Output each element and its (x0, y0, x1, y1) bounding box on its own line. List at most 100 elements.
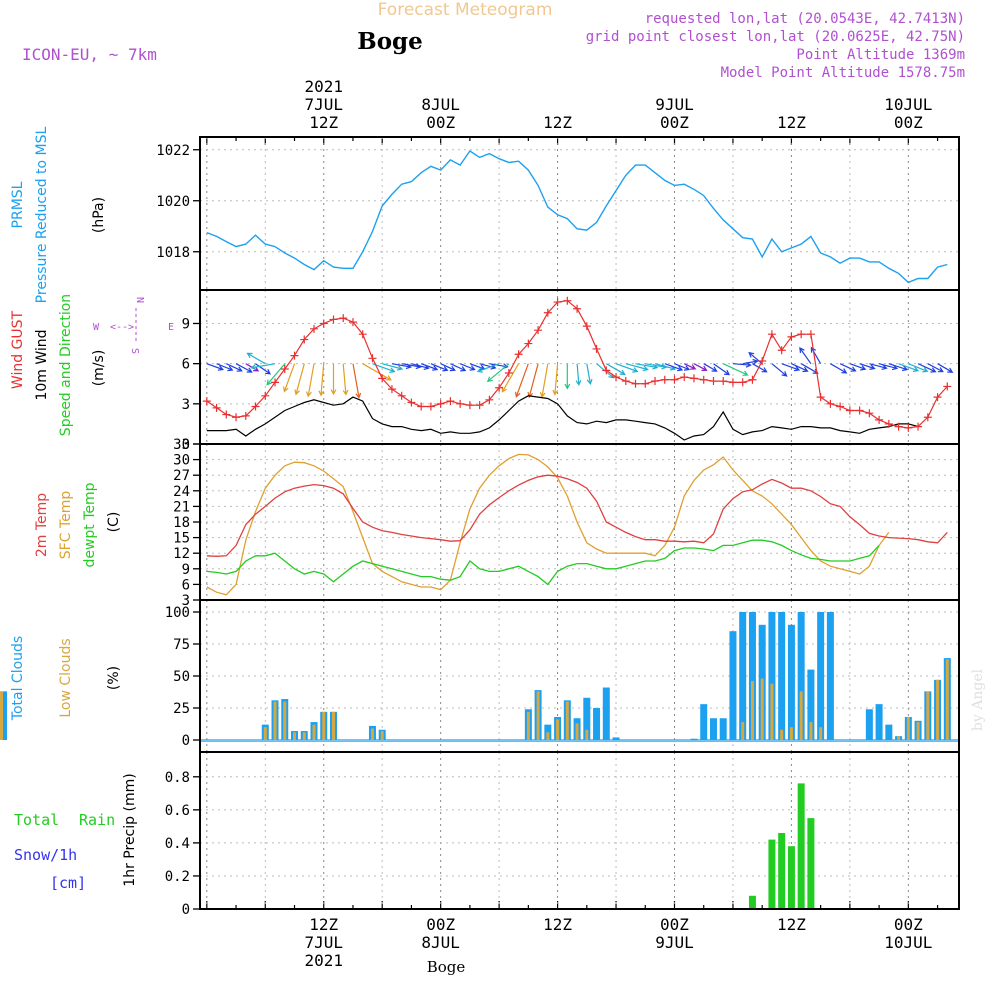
low-cloud-bar (0, 691, 3, 740)
gust-marker (319, 319, 328, 328)
wind-arrow (306, 363, 315, 398)
y-tick-label: 30 (173, 453, 190, 469)
panel-precip: Total Rain Snow/1h [cm] 1hr Precip (mm) … (14, 751, 960, 918)
wind-arrow (859, 363, 876, 370)
wind-arrow (898, 363, 920, 372)
gust-marker (485, 395, 494, 404)
total-cloud-bar (826, 612, 834, 740)
wind-arrow (625, 363, 649, 372)
gust-marker (816, 393, 825, 402)
top-time-label: 00Z (660, 113, 689, 132)
y-tick-label: 6 (182, 577, 190, 593)
total-cloud-bar (0, 691, 7, 740)
top-time-label: 00Z (894, 113, 923, 132)
y-tick-label: 0.4 (165, 836, 190, 852)
gust-marker (709, 377, 718, 386)
gust-marker (884, 419, 893, 428)
gust-marker (719, 377, 728, 386)
gust-marker (436, 399, 445, 408)
wind-arrow (206, 363, 224, 371)
low-cloud-bar (556, 719, 560, 740)
wind-arrow (839, 363, 857, 372)
total-cloud-bar (748, 612, 756, 740)
wind-arrow (382, 363, 404, 371)
top-time-label: 00Z (426, 113, 455, 132)
bottom-time-label: 7JUL (304, 933, 343, 952)
y-tick-label: 27 (173, 468, 190, 484)
y-tick-label: 0 (182, 902, 190, 918)
grid-point-coords: grid point closest lon,lat (20.0625E, 42… (586, 29, 965, 45)
rain-bar (768, 839, 776, 909)
wind-arrow (552, 363, 559, 396)
gust-marker (271, 378, 280, 387)
g-p-grid-gridlines (200, 137, 959, 290)
wind-10m-series-line (206, 395, 919, 441)
pressure-label-prmsl: PRMSL (10, 181, 26, 228)
gust-marker (797, 330, 806, 339)
wind-gust-label: Wind GUST (10, 310, 26, 389)
wind-arrow (362, 363, 392, 381)
low-cloud-bar (926, 691, 930, 740)
y-tick-label: 0 (182, 733, 190, 749)
y-tick-label: 6 (182, 357, 190, 373)
gust-marker (465, 401, 474, 410)
wind-arrow (849, 363, 867, 371)
gust-marker (495, 383, 504, 392)
cloud-bars (0, 612, 959, 742)
gust-marker (602, 366, 611, 375)
wind-arrow (515, 363, 529, 398)
gust-marker (222, 410, 231, 419)
wind-arrow (459, 363, 476, 371)
wind-arrow (527, 363, 539, 399)
wind-arrow (420, 363, 439, 371)
wind-arrow (713, 363, 731, 376)
wind-arrow (226, 363, 243, 372)
panel-pressure: PRMSL Pressure Reduced to MSL (hPa) 1018… (10, 126, 960, 303)
y-tick-label: 3 (182, 593, 190, 609)
total-cloud-bar (729, 631, 737, 740)
watermark: by Angel (970, 668, 986, 731)
y-tick-label: 50 (173, 669, 190, 685)
low-cloud-bar (906, 716, 910, 740)
y-tick-label: 33 (173, 437, 190, 453)
total-cloud-bar (875, 704, 883, 740)
wind-arrow (216, 363, 234, 372)
gust-marker (446, 397, 455, 406)
low-cloud-bar (770, 683, 774, 740)
gust-marker (232, 413, 241, 422)
rain-label-total: Total (14, 811, 59, 829)
wind-arrow (927, 363, 944, 373)
pressure-unit: (hPa) (91, 197, 107, 233)
wind-arrow (748, 351, 763, 365)
low-cloud-bar (273, 701, 277, 740)
bottom-time-label: 00Z (894, 915, 923, 934)
wind-arrow (283, 363, 296, 393)
wind-arrow (294, 363, 305, 396)
gust-marker (378, 374, 387, 383)
gust-marker (368, 354, 377, 363)
y-tick-label: 1022 (156, 143, 190, 159)
wind-arrow (703, 363, 718, 372)
gust-marker (504, 369, 513, 378)
temp-2m-label: 2m Temp (34, 493, 50, 557)
location-title: Boge (357, 28, 423, 55)
wind-arrow (645, 363, 668, 370)
wind-arrow (781, 363, 801, 372)
wind-arrow (250, 363, 276, 370)
y-tick-label: 100 (165, 605, 190, 621)
low-cloud-bar (283, 701, 287, 740)
total-cloud-bar (797, 612, 805, 740)
low-cloud-bar (809, 722, 813, 740)
low-cloud-bar (536, 691, 540, 740)
low-cloud-bar (322, 711, 326, 740)
total-cloud-bar (865, 709, 873, 740)
g-w-ticks-labels: 0 3 6 9 (182, 316, 200, 453)
y-tick-label: 18 (173, 515, 190, 531)
y-tick-label: 0 (182, 437, 190, 453)
compass-e: E (168, 322, 174, 333)
g-c-ticks-labels: 0 25 50 75 100 (165, 605, 200, 749)
wind-arrow (501, 363, 520, 393)
temp-dew-label: dewpt Temp (82, 482, 98, 567)
